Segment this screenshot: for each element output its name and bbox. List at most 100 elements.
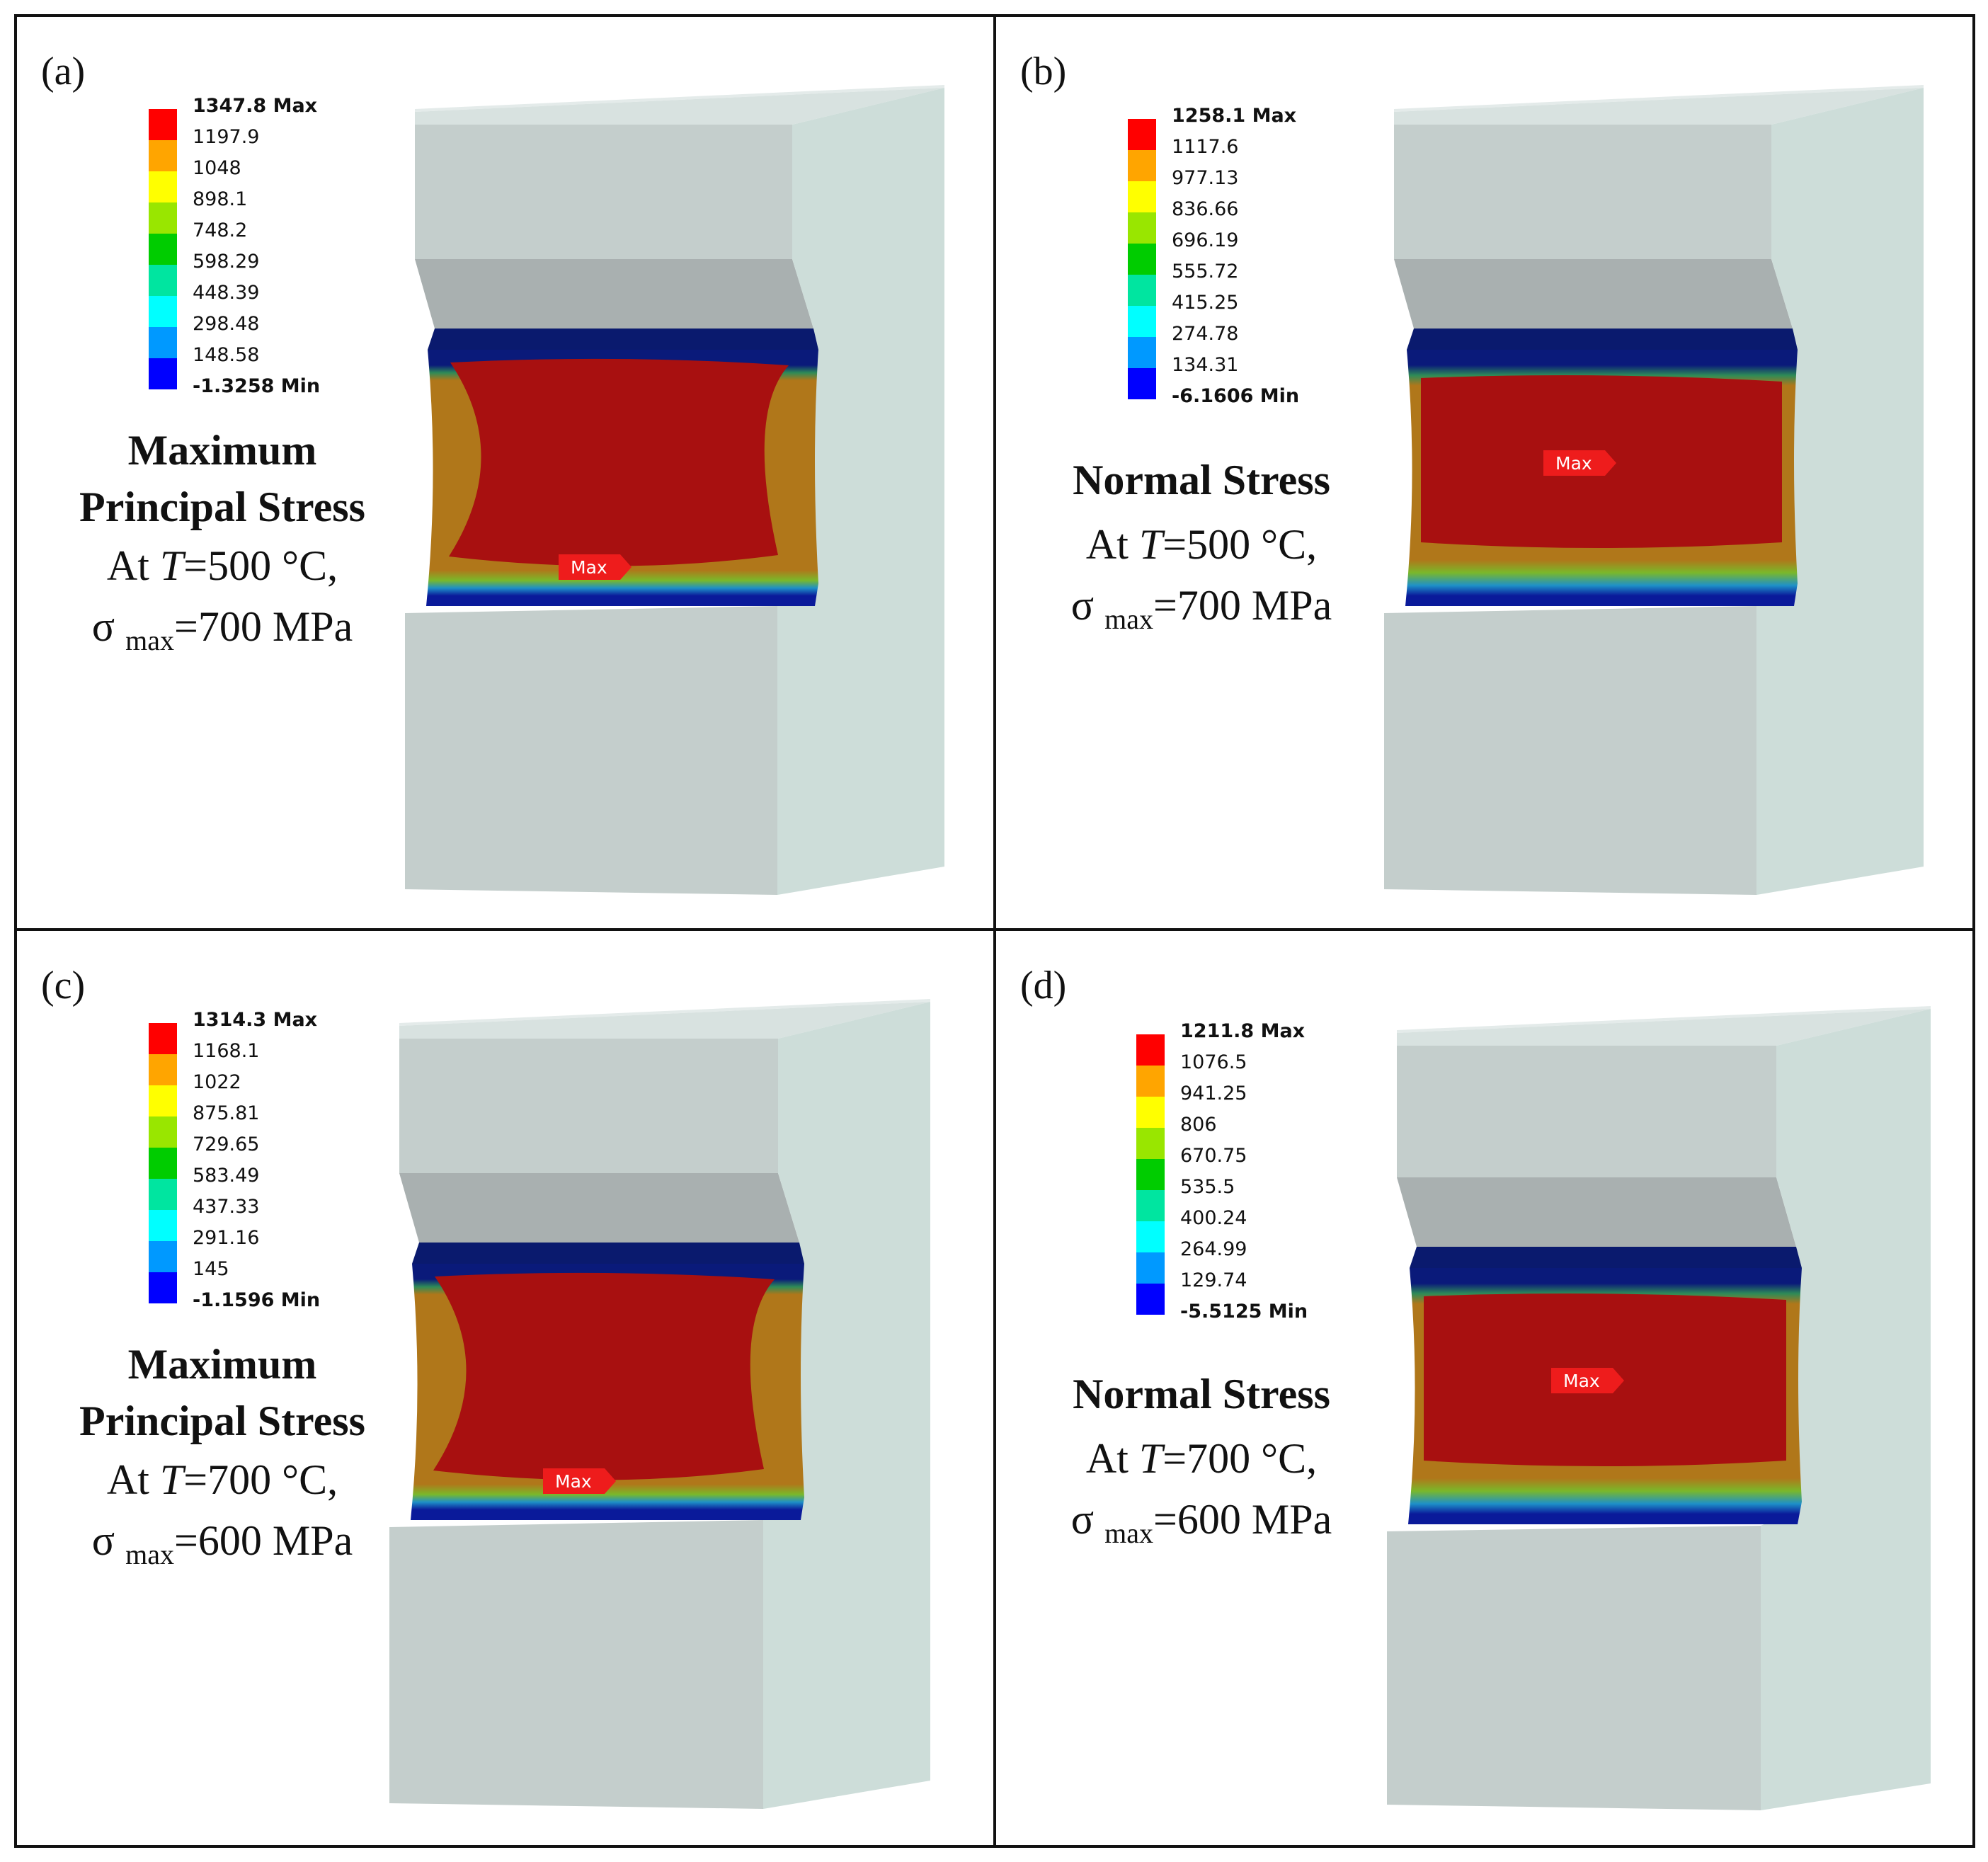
legend-swatch	[1128, 337, 1156, 368]
temperature-condition: At T=700 °C,	[106, 1456, 338, 1503]
legend-value: 670.75	[1180, 1145, 1247, 1167]
legend-min-value: -1.3258 Min	[193, 375, 321, 397]
caption-title-line: Normal Stress	[1073, 457, 1330, 503]
legend-value: 977.13	[1172, 167, 1239, 189]
temperature-condition: At T=700 °C,	[1085, 1435, 1318, 1482]
panel-label: (d)	[1020, 964, 1067, 1007]
legend-swatch	[149, 1148, 177, 1179]
legend-value: 941.25	[1180, 1083, 1247, 1104]
panel-label: (c)	[41, 964, 86, 1007]
legend-value: 1117.6	[1172, 136, 1239, 158]
legend-value: 274.78	[1172, 323, 1239, 345]
legend-swatch	[149, 1210, 177, 1241]
panel-label: (a)	[41, 50, 86, 93]
caption-title-line: Maximum	[127, 1341, 317, 1388]
legend-value: 875.81	[193, 1102, 260, 1124]
legend-min-value: -5.5125 Min	[1180, 1301, 1308, 1323]
legend-swatch	[149, 140, 177, 171]
legend-value: 291.16	[193, 1227, 260, 1249]
stress-condition: σ max=700 MPa	[1070, 582, 1332, 635]
legend-swatch	[1128, 181, 1156, 212]
legend-value: 134.31	[1172, 354, 1239, 376]
legend-swatch	[149, 109, 177, 140]
legend-value: 448.39	[193, 282, 260, 304]
max-location-marker: Max	[1555, 453, 1592, 474]
legend-swatch	[1128, 368, 1156, 399]
legend-value: 898.1	[193, 188, 248, 210]
legend-max-value: 1347.8 Max	[193, 95, 318, 117]
fem-model: Max	[1384, 85, 1924, 895]
legend-value: 1197.9	[193, 126, 260, 148]
legend-value: 1076.5	[1180, 1051, 1247, 1073]
legend-value: 729.65	[193, 1133, 260, 1155]
caption-title-line: Principal Stress	[79, 1398, 365, 1444]
panel-d: (d) 1211.8 Max 1076.5 941.25 806 670.75 …	[996, 931, 1972, 1845]
stress-caption: Maximum Principal Stress At T=700 °C, σ …	[31, 1336, 413, 1585]
panel-c: (c) 1314.3 Max 1168.1 1022 875.81 729.65…	[17, 931, 996, 1845]
legend-swatch	[149, 1272, 177, 1303]
legend-swatch	[1128, 150, 1156, 181]
legend-value: 145	[193, 1258, 229, 1280]
legend-min-value: -6.1606 Min	[1172, 385, 1300, 407]
legend-value: 400.24	[1180, 1207, 1247, 1229]
legend-swatch	[1136, 1252, 1165, 1284]
legend-swatch	[1136, 1221, 1165, 1252]
legend-value: 129.74	[1180, 1269, 1247, 1291]
legend-value: 748.2	[193, 219, 248, 241]
legend-value: 806	[1180, 1114, 1217, 1136]
legend-swatch	[149, 234, 177, 265]
legend-swatch	[149, 202, 177, 234]
legend-swatch	[1136, 1284, 1165, 1315]
legend-value: 555.72	[1172, 261, 1239, 282]
legend-swatch	[149, 327, 177, 358]
legend-value: 415.25	[1172, 292, 1239, 314]
stress-caption: Normal Stress At T=700 °C, σ max=600 MPa	[1010, 1366, 1393, 1564]
temperature-condition: At T=500 °C,	[1085, 521, 1318, 568]
temperature-condition: At T=500 °C,	[106, 542, 338, 589]
legend-value: 1022	[193, 1071, 241, 1093]
legend-swatch	[149, 1179, 177, 1210]
legend-swatch	[149, 1085, 177, 1116]
fem-model: Max	[389, 999, 930, 1809]
stress-condition: σ max=600 MPa	[1070, 1496, 1332, 1549]
legend-value: 836.66	[1172, 198, 1239, 220]
legend-value: 437.33	[193, 1196, 260, 1218]
max-location-marker: Max	[571, 557, 607, 578]
legend-swatch	[149, 1241, 177, 1272]
legend-swatch	[149, 1023, 177, 1054]
legend-swatch	[1136, 1190, 1165, 1221]
legend-swatch	[1136, 1066, 1165, 1097]
fem-model: Max	[1387, 1006, 1931, 1810]
max-location-marker: Max	[1563, 1371, 1600, 1391]
stress-condition: σ max=700 MPa	[91, 603, 353, 656]
legend-value: 148.58	[193, 344, 260, 366]
caption-title-line: Maximum	[127, 427, 317, 474]
panel-b: (b) 1258.1 Max 1117.6 977.13 836.66 696.…	[996, 17, 1972, 931]
legend-swatch	[149, 265, 177, 296]
legend-value: 598.29	[193, 251, 260, 273]
legend-value: 264.99	[1180, 1238, 1247, 1260]
legend-value: 1168.1	[193, 1040, 260, 1062]
legend-max-value: 1211.8 Max	[1180, 1020, 1306, 1042]
legend-swatch	[1128, 275, 1156, 306]
legend-value: 583.49	[193, 1165, 260, 1187]
legend-swatch	[1128, 212, 1156, 244]
legend-min-value: -1.1596 Min	[193, 1289, 321, 1311]
panel-label: (b)	[1020, 50, 1067, 93]
legend-swatch	[1128, 306, 1156, 337]
stress-caption: Normal Stress At T=500 °C, σ max=700 MPa	[1010, 452, 1393, 650]
stress-condition: σ max=600 MPa	[91, 1517, 353, 1570]
stress-caption: Maximum Principal Stress At T=500 °C, σ …	[31, 422, 413, 671]
legend-swatch	[149, 358, 177, 389]
legend-swatch	[1136, 1128, 1165, 1159]
legend-swatch	[1136, 1034, 1165, 1066]
fem-model: Max	[405, 85, 944, 895]
max-location-marker: Max	[555, 1471, 592, 1492]
legend-swatch	[149, 171, 177, 202]
legend-value: 696.19	[1172, 229, 1239, 251]
legend-swatch	[1136, 1159, 1165, 1190]
legend-max-value: 1258.1 Max	[1172, 105, 1297, 127]
legend-swatch	[149, 1116, 177, 1148]
legend-swatch	[149, 1054, 177, 1085]
